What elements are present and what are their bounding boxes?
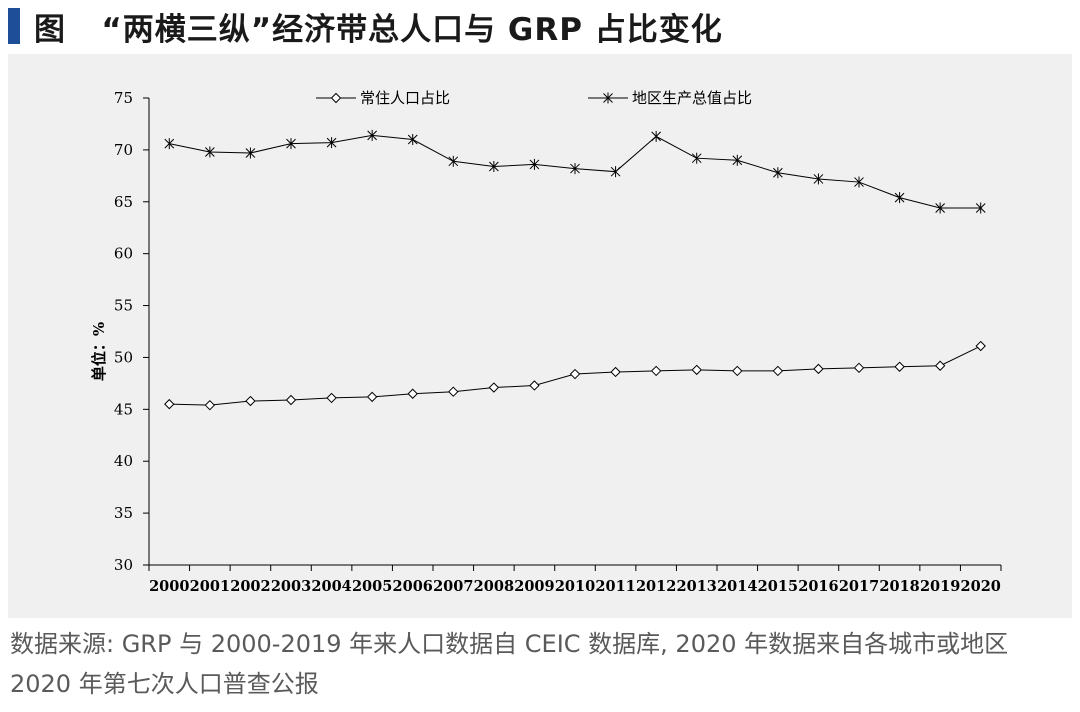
x-tick-label: 2014 (717, 578, 757, 595)
diamond-marker (330, 92, 342, 104)
asterisk-marker (245, 147, 256, 159)
x-tick-label: 2005 (352, 578, 392, 595)
x-tick-label: 2011 (595, 578, 635, 595)
legend-label: 常住人口占比 (360, 89, 450, 107)
asterisk-marker (448, 155, 459, 167)
diamond-marker (448, 386, 459, 397)
figure-title-text: “两横三纵”经济带总人口与 GRP 占比变化 (101, 11, 723, 48)
diamond-marker (488, 382, 500, 393)
y-tick-label: 70 (114, 141, 133, 159)
diamond-marker (691, 364, 702, 376)
x-tick-label: 2001 (190, 578, 230, 595)
diamond-marker (853, 362, 865, 374)
x-tick-label: 2017 (839, 578, 879, 595)
x-tick-label: 2018 (879, 578, 919, 595)
asterisk-marker (854, 176, 864, 188)
diamond-marker (366, 391, 378, 403)
diamond-marker (204, 399, 216, 411)
asterisk-marker (975, 202, 986, 214)
diamond-marker (326, 392, 337, 404)
diamond-marker (934, 360, 946, 371)
diamond-marker (569, 368, 581, 380)
asterisk-marker (489, 160, 499, 172)
chart-axes: 30 35 40 45 50 55 60 65 70 75 2000 2001 2002 2003 2004… (90, 89, 1002, 595)
diamond-marker (975, 340, 986, 352)
x-tick-label: 2019 (920, 578, 960, 595)
asterisk-marker (286, 138, 296, 150)
figure-title: 图 “两横三纵”经济带总人口与 GRP 占比变化 (34, 4, 723, 49)
figure-label: 图 (34, 11, 66, 48)
asterisk-marker (813, 173, 824, 185)
x-tick-label: 2004 (311, 578, 351, 595)
legend-label: 地区生产总值占比 (632, 89, 752, 107)
asterisk-marker (326, 137, 337, 149)
diamond-marker (772, 365, 784, 377)
diamond-marker (164, 398, 175, 410)
y-tick-label: 45 (114, 400, 133, 418)
asterisk-marker (935, 202, 945, 214)
x-tick-label: 2016 (798, 578, 838, 595)
y-tick-label: 55 (114, 297, 133, 315)
chart-legend: 常住人口占比 地区生产总值占比 (316, 89, 752, 107)
diamond-marker (732, 365, 743, 377)
x-tick-label: 2015 (758, 578, 798, 595)
asterisk-marker (651, 130, 661, 142)
y-tick-label: 50 (114, 348, 133, 366)
asterisk-marker (691, 152, 702, 164)
y-tick-label: 60 (114, 245, 133, 263)
y-tick-label: 75 (114, 89, 133, 107)
y-tick-label: 65 (114, 193, 133, 211)
figure-title-bar: 图 “两横三纵”经济带总人口与 GRP 占比变化 (8, 4, 723, 48)
x-tick-label: 2009 (514, 578, 554, 595)
y-tick-label: 35 (114, 504, 133, 522)
chart-panel: 30 35 40 45 50 55 60 65 70 75 2000 2001 2002 2003 2004… (8, 54, 1072, 618)
asterisk-marker (732, 154, 743, 166)
diamond-marker (610, 366, 621, 378)
asterisk-marker (894, 192, 905, 204)
asterisk-marker (529, 158, 540, 170)
source-note: 数据来源: GRP 与 2000-2019 年来人口数据自 CEIC 数据库, … (10, 630, 1009, 698)
x-tick-label: 2002 (230, 578, 270, 595)
x-tick-label: 2008 (474, 578, 514, 595)
x-tick-label: 2012 (636, 578, 676, 595)
diamond-marker (285, 394, 297, 406)
title-accent-bar (8, 8, 20, 44)
chart-series (164, 129, 986, 411)
asterisk-marker (610, 166, 621, 178)
diamond-marker (245, 395, 256, 407)
asterisk-marker (570, 163, 580, 175)
asterisk-marker (205, 146, 215, 158)
asterisk-marker (603, 92, 613, 104)
x-tick-label: 2013 (677, 578, 717, 595)
asterisk-marker (407, 134, 418, 146)
x-tick-label: 2020 (961, 578, 1001, 595)
x-tick-label: 2007 (433, 578, 473, 595)
diamond-marker (407, 388, 418, 399)
diamond-marker (650, 365, 662, 377)
diamond-marker (813, 363, 824, 375)
y-axis-label: 单位：% (90, 322, 108, 381)
asterisk-marker (773, 167, 783, 179)
asterisk-marker (164, 138, 175, 150)
x-tick-label: 2006 (393, 578, 433, 595)
x-tick-label: 2000 (149, 578, 189, 595)
x-tick-label: 2010 (555, 578, 595, 595)
line-chart: 30 35 40 45 50 55 60 65 70 75 2000 2001 2002 2003 2004… (90, 89, 1002, 595)
x-tick-label: 2003 (271, 578, 311, 595)
diamond-marker (894, 361, 905, 372)
y-tick-label: 40 (114, 452, 133, 470)
asterisk-marker (367, 129, 377, 141)
diamond-marker (529, 380, 540, 391)
y-tick-label: 30 (114, 556, 133, 574)
